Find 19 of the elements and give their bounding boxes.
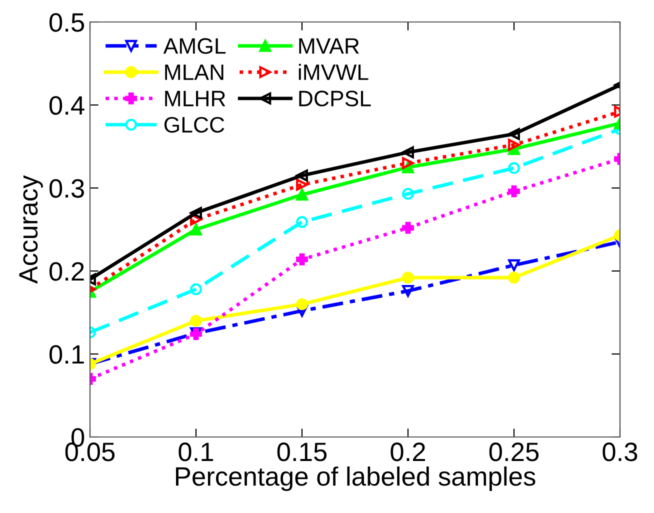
y-axis-title: Accuracy [19,175,43,284]
y-tick-label: 0.5 [49,13,84,32]
x-tick-label: 0.15 [277,442,327,462]
x-tick-label: 0.25 [489,442,539,462]
y-tick-label: 0.4 [49,96,84,115]
legend-label: AMGL [163,38,226,54]
x-tick-label: 0.1 [178,442,214,462]
y-tick-label: 0.3 [49,179,84,198]
x-tick-label: 0.3 [602,442,638,462]
x-tick-label: 0.2 [390,442,426,462]
y-tick-label: 0.1 [49,345,84,364]
legend-label: MVAR [299,38,359,54]
legend-label: DCPSL [299,90,371,106]
legend-label: GLCC [164,116,224,133]
y-tick-label: 0.2 [49,262,84,281]
legend-label: MLHR [165,90,226,106]
legend-label: MLAN [165,64,224,80]
x-axis-title: Percentage of labeled samples [176,466,536,492]
legend-label: iMVWL [298,64,368,80]
